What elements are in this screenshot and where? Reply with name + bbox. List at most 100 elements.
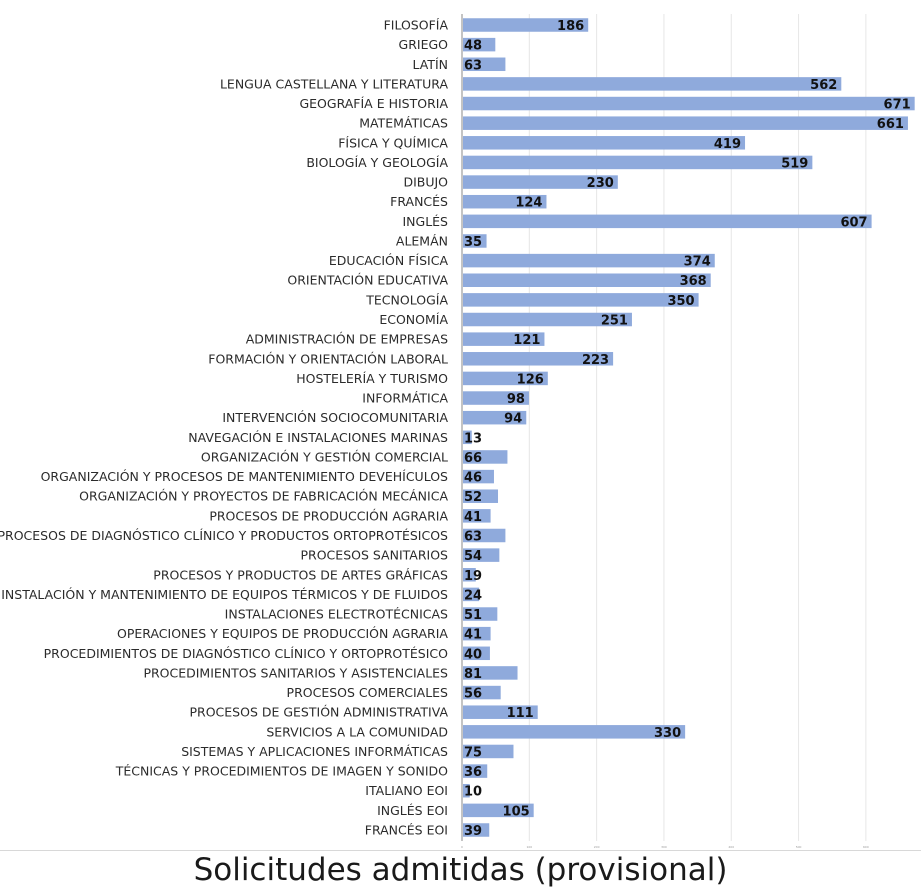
bar [463, 489, 499, 503]
category-label: ORIENTACIÓN EDUCATIVA [287, 273, 448, 288]
value-label: 186 [557, 19, 584, 34]
category-label: LATÍN [412, 57, 448, 72]
value-label: 368 [680, 274, 707, 289]
value-label: 330 [654, 726, 681, 741]
category-label: HOSTELERÍA Y TURISMO [296, 371, 448, 386]
category-label: PROCESOS COMERCIALES [287, 685, 449, 700]
x-tick-label: 300 [661, 845, 667, 849]
x-tick-labels: 0 100 200 300 400 500 600 [461, 845, 869, 849]
category-label: LENGUA CASTELLANA Y LITERATURA [220, 76, 448, 91]
bar [463, 587, 480, 602]
bar [463, 175, 618, 189]
value-label: 52 [464, 490, 482, 505]
value-label: 10 [464, 785, 482, 800]
category-label: PROCEDIMIENTOS DE DIAGNÓSTICO CLÍNICO Y … [44, 646, 449, 661]
category-label: PROCESOS SANITARIOS [301, 548, 449, 563]
value-label: 374 [684, 255, 711, 270]
x-tick-label: 0 [461, 845, 463, 849]
value-label: 56 [464, 687, 482, 702]
bar [463, 548, 500, 562]
value-label: 94 [504, 412, 522, 427]
bar [463, 509, 491, 523]
category-label: PROCESOS DE DIAGNÓSTICO CLÍNICO Y PRODUC… [0, 528, 448, 543]
value-label: 63 [464, 529, 482, 544]
category-label: SISTEMAS Y APLICACIONES INFORMÁTICAS [181, 744, 448, 759]
category-labels: FILOSOFÍA GRIEGO LATÍN LENGUA CASTELLANA Y … [0, 18, 448, 838]
x-tick-label: 100 [526, 845, 532, 849]
value-label: 63 [464, 58, 482, 73]
category-label: ADMINISTRACIÓN DE EMPRESAS [246, 332, 448, 347]
category-label: INGLÉS [402, 214, 448, 229]
category-label: ORGANIZACIÓN Y GESTIÓN COMERCIAL [201, 449, 448, 464]
value-label: 19 [464, 569, 482, 584]
category-label: ORGANIZACIÓN Y PROYECTOS DE FABRICACIÓN … [79, 489, 448, 504]
value-label: 81 [464, 667, 482, 682]
value-label: 671 [884, 98, 911, 113]
category-label: FORMACIÓN Y ORIENTACIÓN LABORAL [208, 351, 448, 366]
category-label: TÉCNICAS Y PROCEDIMIENTOS DE IMAGEN Y SO… [115, 764, 448, 779]
bar [463, 155, 813, 170]
value-label: 607 [840, 215, 867, 230]
value-label: 350 [667, 294, 694, 309]
bar [463, 430, 472, 445]
value-label: 40 [464, 647, 482, 662]
bar [463, 666, 518, 680]
category-label: INGLÉS EOI [377, 803, 448, 818]
bar [463, 136, 746, 150]
category-label: PROCESOS Y PRODUCTOS DE ARTES GRÁFICAS [153, 567, 448, 582]
category-label: SERVICIOS A LA COMUNIDAD [266, 724, 448, 739]
bar [463, 332, 545, 346]
value-label: 48 [464, 39, 482, 54]
value-label: 562 [810, 78, 837, 93]
value-label: 39 [464, 824, 482, 839]
value-label: 41 [464, 628, 482, 643]
value-label: 75 [464, 745, 482, 760]
value-label: 41 [464, 510, 482, 525]
category-label: BIOLOGÍA Y GEOLOGÍA [306, 155, 448, 170]
bar [463, 391, 529, 405]
category-label: ECONOMÍA [379, 312, 448, 327]
value-label: 98 [507, 392, 525, 407]
value-label: 661 [877, 117, 904, 132]
bar-chart: FILOSOFÍA GRIEGO LATÍN LENGUA CASTELLANA Y … [0, 14, 915, 849]
value-label: 54 [464, 549, 482, 564]
category-label: FILOSOFÍA [384, 18, 449, 33]
value-label: 124 [515, 196, 542, 211]
x-tick-label: 500 [796, 845, 802, 849]
category-label: NAVEGACIÓN E INSTALACIONES MARINAS [188, 430, 448, 445]
bar [463, 253, 715, 268]
value-label: 121 [513, 333, 540, 348]
bar [463, 214, 872, 229]
bar [463, 273, 711, 287]
x-tick-label: 400 [728, 845, 734, 849]
bar [463, 293, 699, 307]
x-tick-label: 200 [594, 845, 600, 849]
value-label: 251 [601, 314, 628, 329]
bar [463, 646, 490, 661]
value-label: 24 [464, 588, 482, 603]
value-label: 105 [503, 804, 530, 819]
category-label: OPERACIONES Y EQUIPOS DE PRODUCCIÓN AGRA… [117, 626, 448, 641]
value-label: 46 [464, 471, 482, 486]
bar [463, 234, 487, 248]
bar [463, 450, 508, 464]
bar [463, 607, 498, 621]
category-label: PROCESOS DE PRODUCCIÓN AGRARIA [209, 508, 448, 523]
bar [463, 194, 547, 209]
bar [463, 57, 506, 72]
gridlines [528, 14, 867, 841]
value-label: 13 [464, 431, 482, 446]
category-label: INSTALACIÓN Y MANTENIMIENTO DE EQUIPOS T… [1, 587, 448, 602]
bar [463, 783, 470, 798]
value-label: 66 [464, 451, 482, 466]
category-label: EDUCACIÓN FÍSICA [329, 253, 449, 268]
category-label: INTERVENCIÓN SOCIOCOMUNITARIA [222, 410, 448, 425]
category-label: ORGANIZACIÓN Y PROCESOS DE MANTENIMIENTO… [41, 469, 448, 484]
bar [463, 725, 686, 739]
category-label: ALEMÁN [396, 233, 448, 248]
bar [463, 469, 494, 484]
bar [463, 685, 501, 700]
bars [463, 18, 915, 837]
value-label: 36 [464, 765, 482, 780]
bar [463, 37, 496, 52]
